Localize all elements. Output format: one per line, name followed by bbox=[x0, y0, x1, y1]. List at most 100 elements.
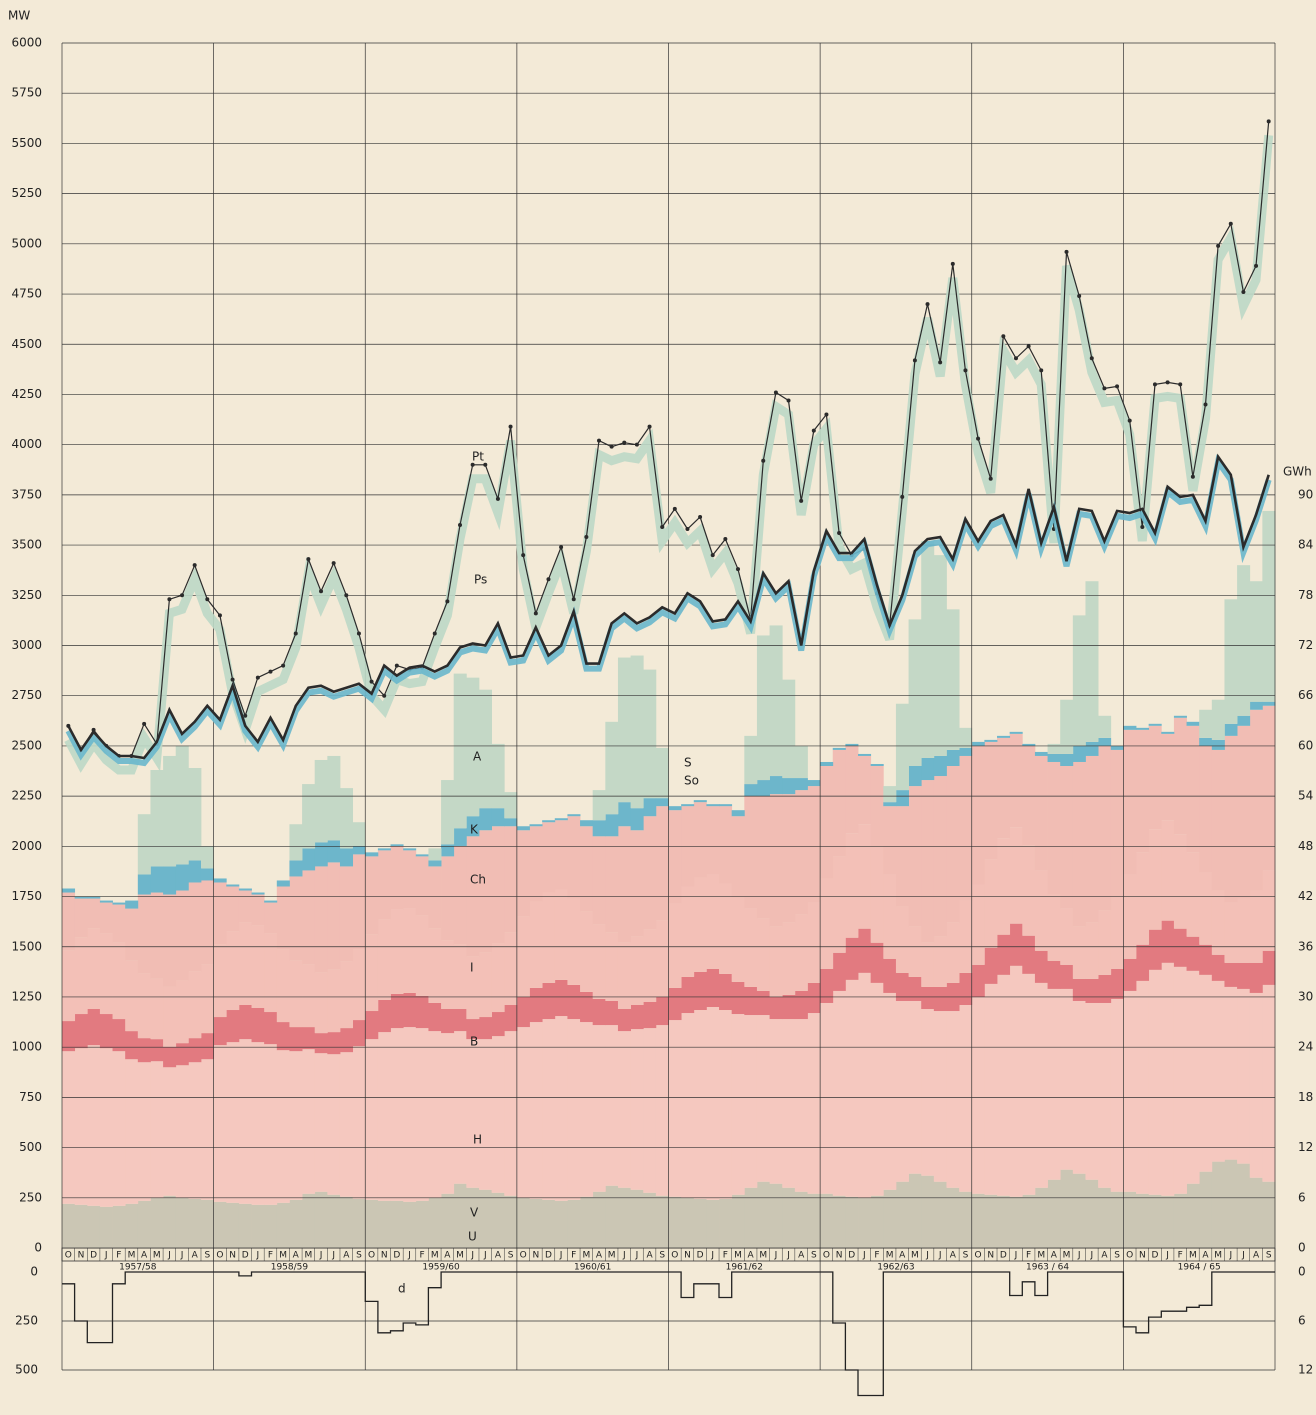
y2-tick-label: 24 bbox=[1298, 1040, 1313, 1054]
line-point bbox=[988, 476, 993, 481]
area-segment bbox=[529, 901, 543, 988]
area-segment bbox=[554, 1016, 568, 1201]
area-segment bbox=[933, 555, 947, 756]
area-segment bbox=[1249, 1177, 1263, 1248]
area-segment bbox=[655, 1195, 669, 1248]
area-segment bbox=[1047, 960, 1061, 989]
area-segment bbox=[264, 1204, 278, 1248]
y-tick-label: 1750 bbox=[11, 889, 42, 903]
line-point bbox=[281, 663, 286, 668]
area-segment bbox=[1199, 1171, 1213, 1248]
area-segment bbox=[756, 780, 770, 797]
x-tick-label: O bbox=[520, 1251, 527, 1261]
area-segment bbox=[62, 1021, 76, 1052]
area-segment bbox=[883, 958, 897, 993]
area-segment bbox=[984, 1194, 998, 1248]
area-segment bbox=[605, 814, 619, 837]
area-segment bbox=[630, 655, 644, 809]
area-segment bbox=[1085, 755, 1099, 923]
area-segment bbox=[137, 814, 151, 875]
line-point bbox=[559, 545, 564, 550]
area-segment bbox=[352, 822, 366, 847]
area-segment bbox=[504, 1195, 518, 1248]
area-segment bbox=[1249, 709, 1263, 891]
area-segment bbox=[1060, 699, 1074, 754]
area-segment bbox=[1224, 723, 1238, 736]
x-tick-label: N bbox=[78, 1251, 85, 1261]
x-tick-label: J bbox=[635, 1251, 639, 1261]
line-point bbox=[1254, 263, 1259, 268]
area-segment bbox=[377, 850, 391, 920]
area-segment bbox=[908, 1173, 922, 1248]
area-segment bbox=[820, 1193, 834, 1248]
area-segment bbox=[643, 1192, 657, 1248]
area-segment bbox=[895, 806, 909, 907]
area-segment bbox=[997, 934, 1011, 975]
x-tick-label: M bbox=[1063, 1251, 1071, 1261]
area-segment bbox=[959, 1004, 973, 1192]
area-segment bbox=[516, 916, 530, 997]
area-segment bbox=[592, 820, 606, 837]
line-point bbox=[597, 438, 602, 443]
line-point bbox=[495, 496, 500, 501]
area-segment bbox=[719, 973, 733, 1011]
area-segment bbox=[959, 1191, 973, 1248]
line-point bbox=[319, 589, 324, 594]
x-tick-label: J bbox=[1228, 1251, 1232, 1261]
y-tick-label: 3250 bbox=[11, 588, 42, 602]
area-segment bbox=[1072, 615, 1086, 746]
area-segment bbox=[403, 850, 417, 909]
year-label: 1961/62 bbox=[726, 1263, 763, 1273]
area-segment bbox=[87, 896, 101, 899]
area-segment bbox=[681, 1013, 695, 1198]
area-segment bbox=[820, 761, 834, 766]
line-point bbox=[306, 557, 311, 562]
line-point bbox=[521, 553, 526, 558]
y2-tick-label: 6 bbox=[1298, 1190, 1306, 1204]
area-segment bbox=[491, 808, 505, 827]
area-segment bbox=[251, 1042, 265, 1205]
area-segment bbox=[276, 1050, 290, 1203]
area-segment bbox=[163, 866, 177, 895]
area-segment bbox=[1161, 920, 1175, 963]
area-segment bbox=[251, 1204, 265, 1248]
area-segment bbox=[112, 1051, 126, 1206]
x-tick-label: A bbox=[646, 1251, 653, 1261]
area-segment bbox=[1009, 733, 1023, 828]
area-segment bbox=[794, 1019, 808, 1192]
area-segment bbox=[188, 882, 202, 972]
x-tick-label: J bbox=[622, 1251, 626, 1261]
area-segment bbox=[339, 866, 354, 962]
x-tick-label: S bbox=[1114, 1251, 1120, 1261]
y-tick-label: 2000 bbox=[11, 839, 42, 853]
area-segment bbox=[137, 874, 151, 895]
area-segment bbox=[1047, 753, 1061, 762]
x-tick-label: N bbox=[381, 1251, 388, 1261]
x-tick-label: N bbox=[229, 1251, 236, 1261]
y2-tick-label: 12 bbox=[1298, 1140, 1313, 1154]
x-tick-label: J bbox=[407, 1251, 411, 1261]
area-segment bbox=[1262, 870, 1276, 951]
area-segment bbox=[592, 836, 606, 925]
x-tick-label: J bbox=[1241, 1251, 1245, 1261]
line-point bbox=[483, 462, 488, 467]
area-segment bbox=[415, 915, 429, 996]
area-segment bbox=[794, 745, 808, 779]
line-point bbox=[938, 360, 943, 365]
line-point bbox=[773, 390, 778, 395]
x-tick-label: J bbox=[331, 1251, 335, 1261]
y-tick-label: 1000 bbox=[11, 1040, 42, 1054]
area-segment bbox=[150, 892, 164, 979]
area-segment bbox=[1148, 723, 1162, 726]
line-point bbox=[698, 514, 703, 519]
area-segment bbox=[1022, 1194, 1036, 1248]
area-segment bbox=[1136, 729, 1150, 853]
area-segment bbox=[1249, 701, 1263, 710]
area-segment bbox=[706, 1199, 720, 1248]
area-segment bbox=[74, 896, 88, 899]
area-segment bbox=[137, 973, 151, 1039]
area-segment bbox=[112, 902, 126, 905]
area-segment bbox=[870, 846, 884, 943]
area-segment bbox=[921, 942, 935, 987]
area-segment bbox=[655, 996, 669, 1026]
